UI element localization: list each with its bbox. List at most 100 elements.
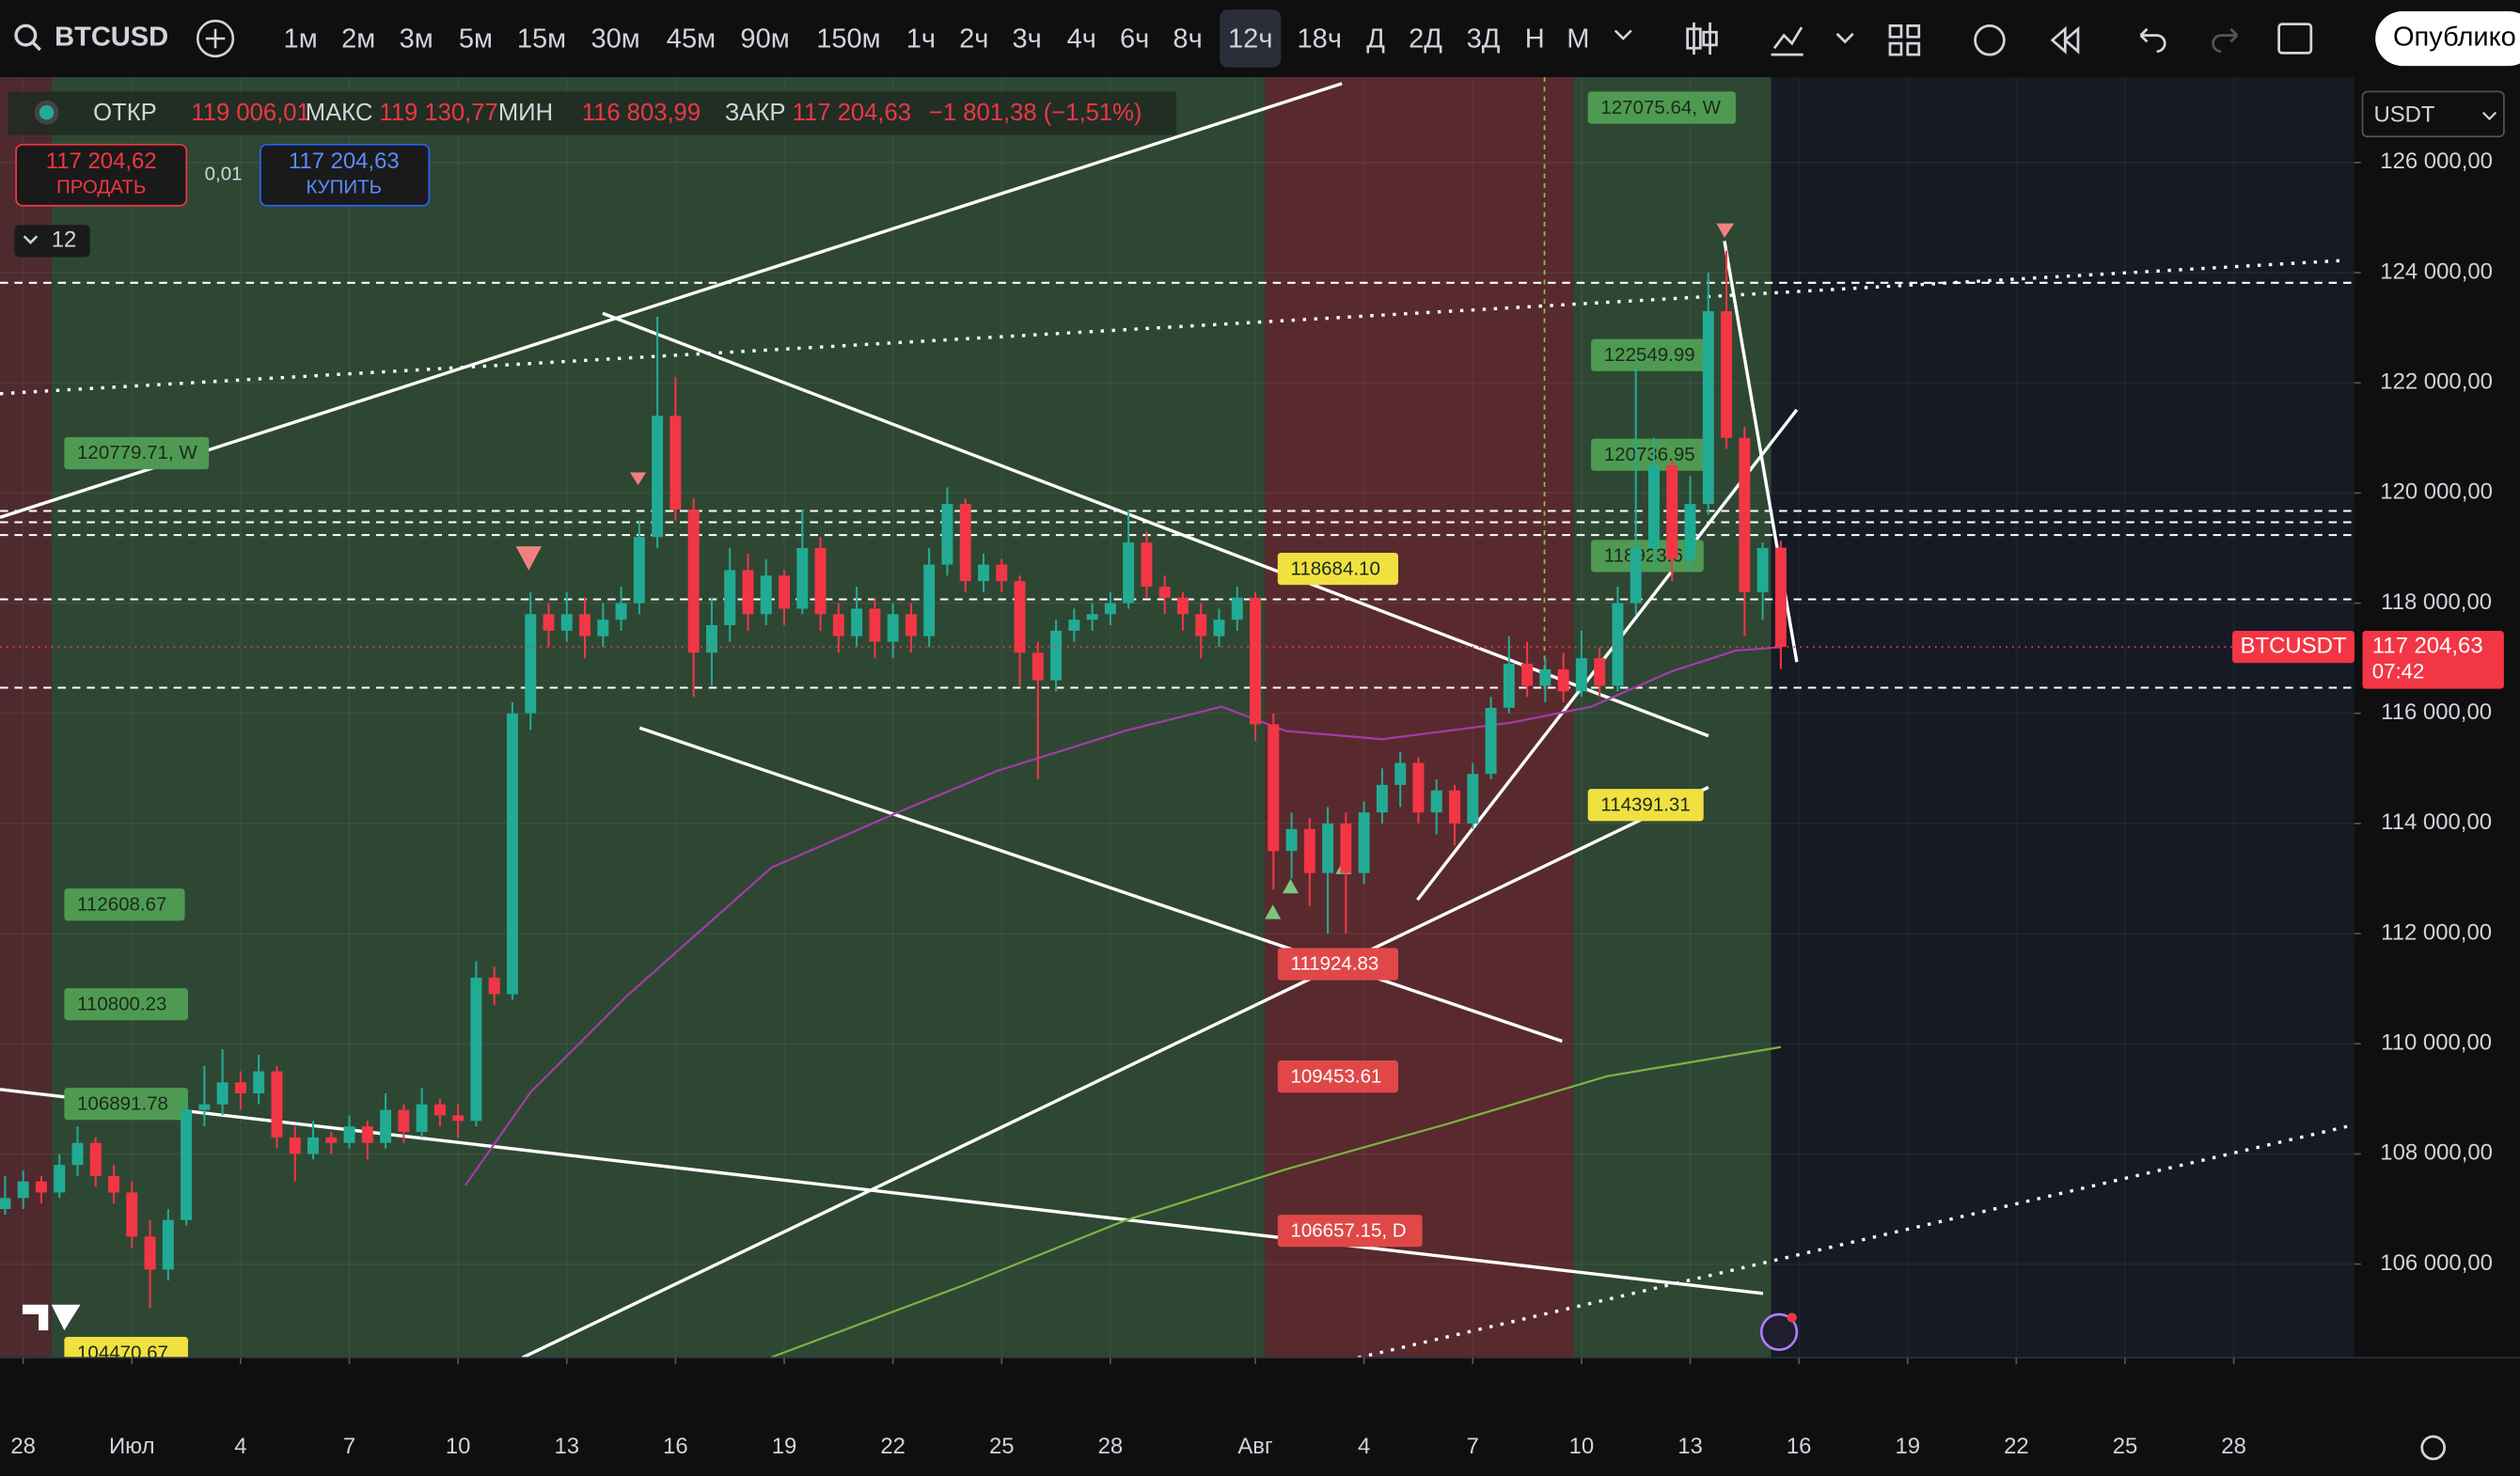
alert-icon[interactable] [1974, 24, 2006, 56]
y-tick-label: 108 000,00 [2380, 1140, 2493, 1166]
fullscreen-icon[interactable] [2277, 23, 2313, 55]
candle-body [361, 1126, 373, 1143]
timeframe[interactable]: 30м [591, 24, 639, 54]
timeframe[interactable]: 2м [341, 24, 375, 54]
candle-body [17, 1181, 29, 1199]
candles-icon[interactable] [1686, 22, 1718, 55]
search-icon [30, 40, 41, 52]
y-tick-label: 114 000,00 [2381, 809, 2492, 835]
timeframe[interactable]: Д [1366, 24, 1385, 54]
candle-body [162, 1219, 174, 1270]
timeframe[interactable]: 3м [400, 24, 433, 54]
timeframe[interactable]: 18ч [1298, 24, 1342, 54]
timeframes: 1м 2м 3м 5м 15м 30м 45м 90м 150м 1ч 2ч 3ч 4ч 6ч 8ч 12ч 1… [284, 24, 1590, 54]
timeframe[interactable]: 8ч [1173, 24, 1202, 54]
candle-body [1141, 542, 1153, 587]
candle-body [977, 564, 989, 582]
x-tick-label: 19 [1895, 1434, 1920, 1459]
timeframe[interactable]: 45м [667, 24, 716, 54]
legend-label: МАКС [306, 100, 373, 126]
price-flag [1277, 948, 1398, 981]
candle-body [253, 1071, 265, 1093]
add-symbol[interactable] [196, 19, 235, 58]
price-flag-label: 111924.83 [1290, 953, 1378, 975]
buy-button[interactable] [260, 143, 431, 207]
replay-icon[interactable] [2050, 25, 2080, 55]
search-icon[interactable] [14, 24, 38, 47]
sell-button[interactable] [15, 143, 188, 207]
x-tick-label: Авг [1237, 1434, 1273, 1459]
price-flag [64, 888, 185, 921]
timeframe[interactable]: 4ч [1067, 24, 1096, 54]
candle-body [289, 1137, 301, 1154]
timeframe[interactable]: 1м [284, 24, 318, 54]
price-flag [1591, 438, 1708, 471]
timeframe[interactable]: 90м [740, 24, 789, 54]
timeframe[interactable]: 6ч [1120, 24, 1149, 54]
x-tick-label: 22 [2004, 1434, 2029, 1459]
candle-body [633, 537, 645, 604]
currency-select[interactable] [2361, 90, 2505, 138]
undo-icon[interactable] [2139, 27, 2166, 54]
candle-body [1394, 762, 1407, 785]
candle-body [1575, 658, 1587, 692]
candle-body [54, 1165, 66, 1193]
candle-body [1539, 668, 1551, 686]
price-flag-label: 122549.99 [1604, 344, 1695, 366]
candle-body [597, 620, 609, 636]
candle-body [1250, 597, 1262, 725]
dropdown-icon[interactable] [1835, 32, 1854, 44]
candle-body [525, 614, 537, 714]
y-tick-label: 120 000,00 [2380, 479, 2493, 505]
candle-body [1630, 547, 1642, 604]
redo-icon[interactable] [2212, 27, 2239, 54]
timeframe[interactable]: 150м [816, 24, 880, 54]
y-tick-label: 118 000,00 [2381, 589, 2492, 615]
candle-body [996, 564, 1008, 582]
candle-body [1322, 823, 1334, 873]
candle-body [851, 608, 863, 636]
timeframe[interactable]: 3ч [1013, 24, 1042, 54]
lightning-button[interactable] [1759, 1312, 1799, 1351]
indicators-icon[interactable] [1771, 26, 1803, 56]
zone-green [1573, 77, 1772, 1358]
x-tick-label: 16 [1787, 1434, 1812, 1459]
timeframe[interactable]: 15м [517, 24, 566, 54]
candle-body [1467, 774, 1479, 824]
timeframe[interactable]: 2ч [959, 24, 988, 54]
candle-body [452, 1115, 465, 1122]
candle-body [1756, 547, 1769, 592]
publish-button[interactable] [2375, 10, 2520, 67]
dotted-line [1357, 1123, 2355, 1359]
legend-value: 116 803,99 [582, 100, 701, 126]
timeframe[interactable]: 1ч [906, 24, 936, 54]
grid [0, 77, 2355, 1358]
price-flag [1277, 1215, 1423, 1248]
candle-body [1521, 663, 1534, 686]
collapse-button[interactable] [14, 225, 90, 258]
candle-body [343, 1126, 355, 1143]
candle-body [89, 1142, 102, 1176]
price-flag-label: 109453.61 [1290, 1065, 1381, 1087]
candle-body [615, 603, 627, 620]
timeframe[interactable]: 12ч [1228, 24, 1272, 54]
dropdown-icon[interactable] [1614, 29, 1632, 40]
timeframe[interactable]: 3Д [1467, 24, 1501, 54]
chevron [2481, 111, 2497, 121]
y-tick-label: 116 000,00 [2381, 699, 2492, 725]
layout-icon[interactable] [1888, 24, 1921, 56]
status-dot [34, 100, 59, 125]
series [0, 250, 2355, 1358]
price-flag-label: 112608.67 [77, 894, 166, 916]
candle-body [1594, 658, 1606, 686]
price-flag-label: 114391.31 [1600, 794, 1690, 816]
settings-icon[interactable] [2420, 1435, 2447, 1461]
candle-body [1721, 311, 1733, 438]
symbol[interactable]: BTCUSD [55, 23, 168, 53]
timeframe[interactable]: 5м [459, 24, 493, 54]
trend-line [1416, 408, 1799, 902]
timeframe[interactable]: М [1567, 24, 1589, 54]
timeframe[interactable]: 2Д [1409, 24, 1442, 54]
timeframe[interactable]: Н [1525, 24, 1545, 54]
